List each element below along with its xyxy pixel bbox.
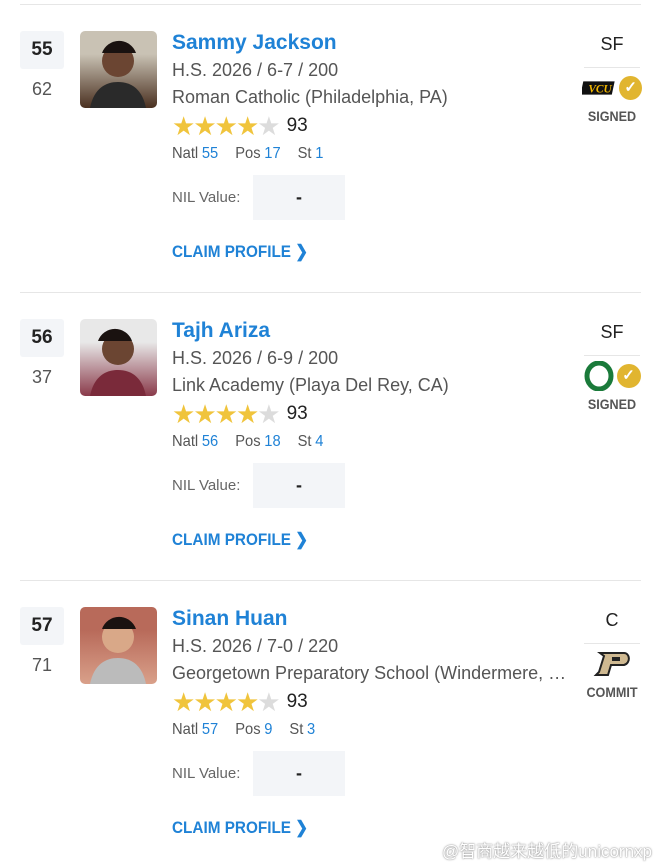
player-details: H.S. 2026 / 6-7 / 200 [172, 60, 339, 80]
star-icon: ★ [235, 686, 259, 717]
state-rank-link[interactable]: 4 [315, 433, 324, 450]
player-school: Georgetown Preparatory School (Windermer… [172, 663, 570, 683]
nil-value-row: NIL Value: - [172, 463, 572, 508]
rank-badge: 57 [20, 607, 64, 645]
pos-label: Pos [235, 145, 261, 162]
school-logo[interactable]: ✓ [582, 356, 642, 396]
state-label: St [289, 721, 304, 738]
state-rank-link[interactable]: 1 [315, 145, 324, 162]
chevron-right-icon: ❯ [295, 530, 309, 549]
natl-label: Natl [172, 145, 199, 162]
player-name-link[interactable]: Sinan Huan [172, 607, 288, 630]
player-photo[interactable] [80, 31, 157, 108]
status-label: COMMIT [586, 684, 638, 700]
player-name-link[interactable]: Sammy Jackson [172, 31, 337, 54]
player-card: 57 71 Sinan Huan H.S. 2026 / 7-0 / 220 G… [20, 580, 641, 868]
svg-text:VCU: VCU [588, 84, 612, 96]
position: SF [600, 34, 624, 54]
pos-rank-link[interactable]: 9 [264, 721, 273, 738]
star-icon: ★ [214, 398, 238, 429]
school-logo[interactable] [582, 644, 642, 684]
natl-rank-link[interactable]: 56 [201, 433, 219, 450]
pos-rank-link[interactable]: 17 [264, 145, 281, 162]
rank-badge: 55 [20, 31, 64, 69]
status-label: SIGNED [587, 396, 637, 412]
rankings-row: Natl 57 Pos 9 St 3 [172, 717, 540, 743]
pos-label: Pos [235, 433, 261, 450]
star-icon: ★ [257, 398, 280, 429]
chevron-right-icon: ❯ [295, 818, 309, 837]
rank-badge: 56 [20, 319, 64, 357]
rankings-row: Natl 55 Pos 17 St 1 [172, 141, 540, 167]
nil-value: - [253, 175, 345, 220]
player-name-link[interactable]: Tajh Ariza [172, 319, 271, 342]
claim-profile-link[interactable]: CLAIM PROFILE ❯ [172, 818, 308, 838]
rankings-row: Natl 56 Pos 18 St 4 [172, 429, 540, 455]
state-rank-link[interactable]: 3 [307, 721, 316, 738]
player-details: H.S. 2026 / 6-9 / 200 [172, 348, 339, 368]
player-photo[interactable] [80, 607, 157, 684]
rating-score: 93 [286, 691, 308, 712]
chevron-right-icon: ❯ [295, 242, 309, 261]
divider [584, 643, 640, 644]
player-card: 55 62 Sammy Jackson H.S. 2026 / 6-7 / 20… [20, 4, 642, 292]
claim-profile-link[interactable]: CLAIM PROFILE ❯ [172, 530, 308, 550]
star-icon: ★ [193, 686, 216, 717]
nil-value-row: NIL Value: - [172, 751, 572, 796]
star-rating: ★ ★ ★ ★ ★ 93 [172, 111, 572, 141]
divider [584, 355, 640, 356]
star-icon: ★ [235, 110, 259, 141]
nil-value: - [253, 751, 345, 796]
nil-value-row: NIL Value: - [172, 175, 572, 220]
position: SF [600, 322, 624, 342]
previous-rank: 71 [31, 655, 53, 675]
natl-label: Natl [172, 433, 199, 450]
star-icon: ★ [172, 686, 195, 717]
nil-value: - [253, 463, 345, 508]
natl-rank-link[interactable]: 57 [201, 721, 219, 738]
star-rating: ★ ★ ★ ★ ★ 93 [172, 687, 572, 717]
star-rating: ★ ★ ★ ★ ★ 93 [172, 399, 572, 429]
player-photo[interactable] [80, 319, 157, 396]
claim-profile-link[interactable]: CLAIM PROFILE ❯ [172, 242, 308, 262]
watermark: @智商越来越低的unicornxp [442, 842, 652, 861]
player-school: Link Academy (Playa Del Rey, CA) [172, 375, 449, 395]
natl-label: Natl [172, 721, 199, 738]
star-icon: ★ [257, 686, 280, 717]
natl-rank-link[interactable]: 55 [201, 145, 219, 162]
nil-label: NIL Value: [172, 765, 241, 782]
previous-rank: 37 [31, 367, 53, 387]
claim-profile-label: CLAIM PROFILE [172, 530, 291, 549]
check-icon: ✓ [616, 364, 641, 388]
pos-label: Pos [235, 721, 261, 738]
claim-profile-label: CLAIM PROFILE [172, 242, 291, 261]
divider [584, 67, 640, 68]
star-icon: ★ [193, 110, 216, 141]
player-card: 56 37 Tajh Ariza H.S. 2026 / 6-9 / 200 L… [20, 292, 641, 580]
nil-label: NIL Value: [172, 189, 241, 206]
star-icon: ★ [235, 398, 259, 429]
nil-label: NIL Value: [172, 477, 241, 494]
rating-score: 93 [286, 403, 308, 424]
player-school: Roman Catholic (Philadelphia, PA) [172, 87, 448, 107]
star-icon: ★ [172, 110, 195, 141]
rating-score: 93 [286, 115, 308, 136]
star-icon: ★ [214, 110, 238, 141]
school-logo[interactable]: VCU ✓ [582, 68, 642, 108]
star-icon: ★ [257, 110, 280, 141]
state-label: St [297, 145, 312, 162]
state-label: St [297, 433, 312, 450]
check-icon: ✓ [619, 76, 642, 100]
previous-rank: 62 [31, 79, 53, 99]
star-icon: ★ [214, 686, 238, 717]
claim-profile-label: CLAIM PROFILE [172, 818, 291, 837]
star-icon: ★ [172, 398, 195, 429]
player-details: H.S. 2026 / 7-0 / 220 [172, 636, 339, 656]
star-icon: ★ [193, 398, 216, 429]
pos-rank-link[interactable]: 18 [264, 433, 281, 450]
position: C [605, 610, 619, 630]
status-label: SIGNED [587, 108, 637, 124]
